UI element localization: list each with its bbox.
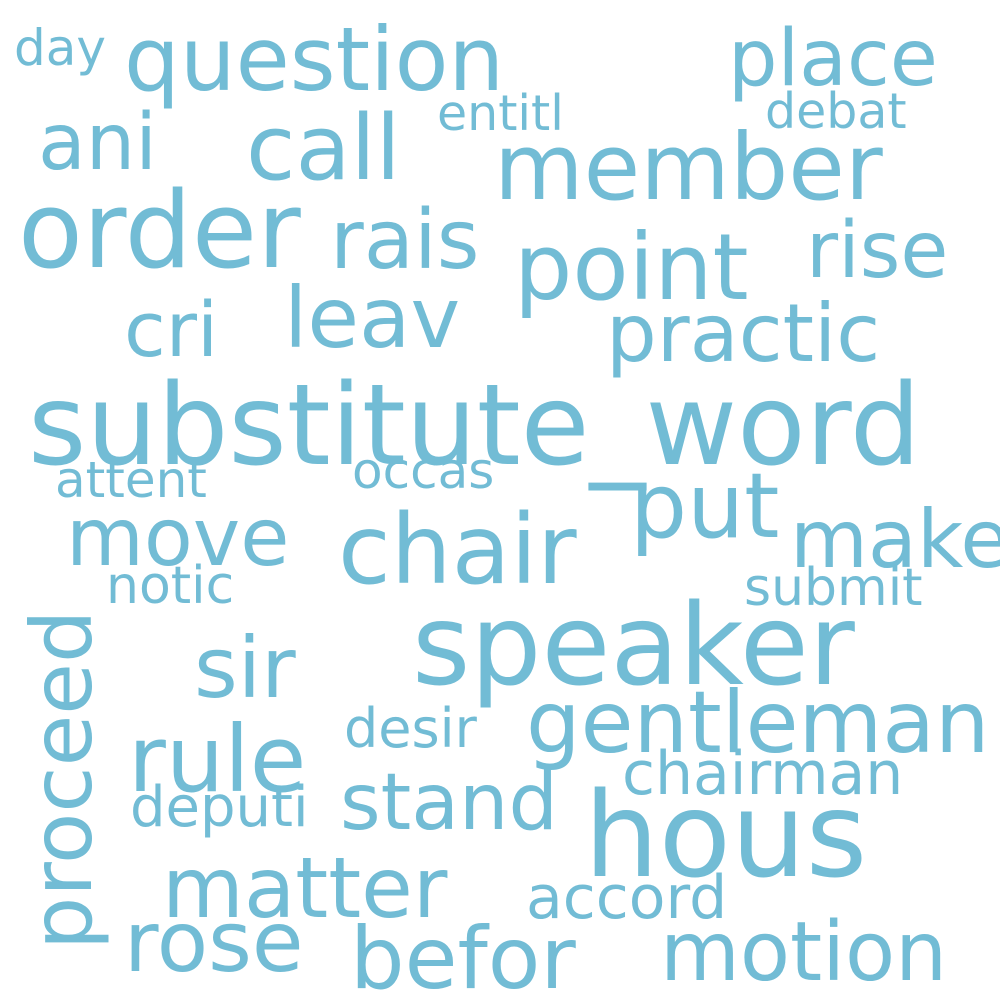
word-matter: matter xyxy=(162,839,448,937)
word-order: order xyxy=(18,169,301,292)
word-rule: rule xyxy=(128,706,307,813)
word-gentleman: gentleman xyxy=(526,673,990,773)
word-rais: rais xyxy=(330,193,480,288)
word-attent: attent xyxy=(55,451,207,509)
word-make: make xyxy=(790,493,1000,586)
word-practic: practic xyxy=(606,287,881,380)
word-accord: accord xyxy=(526,863,728,933)
word-debat: debat xyxy=(765,83,907,140)
word-sir: sir xyxy=(194,619,296,717)
word-place: place xyxy=(728,14,938,104)
word-call: call xyxy=(246,96,401,201)
word-befor: befor xyxy=(350,909,576,1000)
word-rose: rose xyxy=(124,893,304,991)
word-leav: leav xyxy=(284,269,461,367)
word-question: question xyxy=(124,8,505,111)
word-speaker: speaker xyxy=(412,581,855,711)
word-chair: chair xyxy=(338,494,577,606)
word-ani: ani xyxy=(38,98,157,188)
word-point: point xyxy=(514,214,749,321)
word-proceed: proceed xyxy=(13,609,111,950)
word-desir: desir xyxy=(344,697,477,760)
word-substitute-word: substitute_word xyxy=(28,361,921,491)
word-put: put xyxy=(630,454,780,559)
word-member: member xyxy=(494,114,883,221)
word-chairman: chairman xyxy=(622,739,904,809)
word-cri: cri xyxy=(124,285,219,374)
word-notic: notic xyxy=(106,556,235,616)
word-hous: hous xyxy=(584,766,868,904)
word-move: move xyxy=(66,491,290,584)
word-entitl: entitl xyxy=(437,85,564,142)
word-day: day xyxy=(14,19,106,77)
word-occas: occas xyxy=(352,442,495,500)
word-submit: submit xyxy=(744,558,923,618)
word-motion: motion xyxy=(660,905,948,1000)
word-stand: stand xyxy=(340,758,558,848)
word-deputi: deputi xyxy=(130,775,309,840)
word-rise: rise xyxy=(806,206,949,296)
